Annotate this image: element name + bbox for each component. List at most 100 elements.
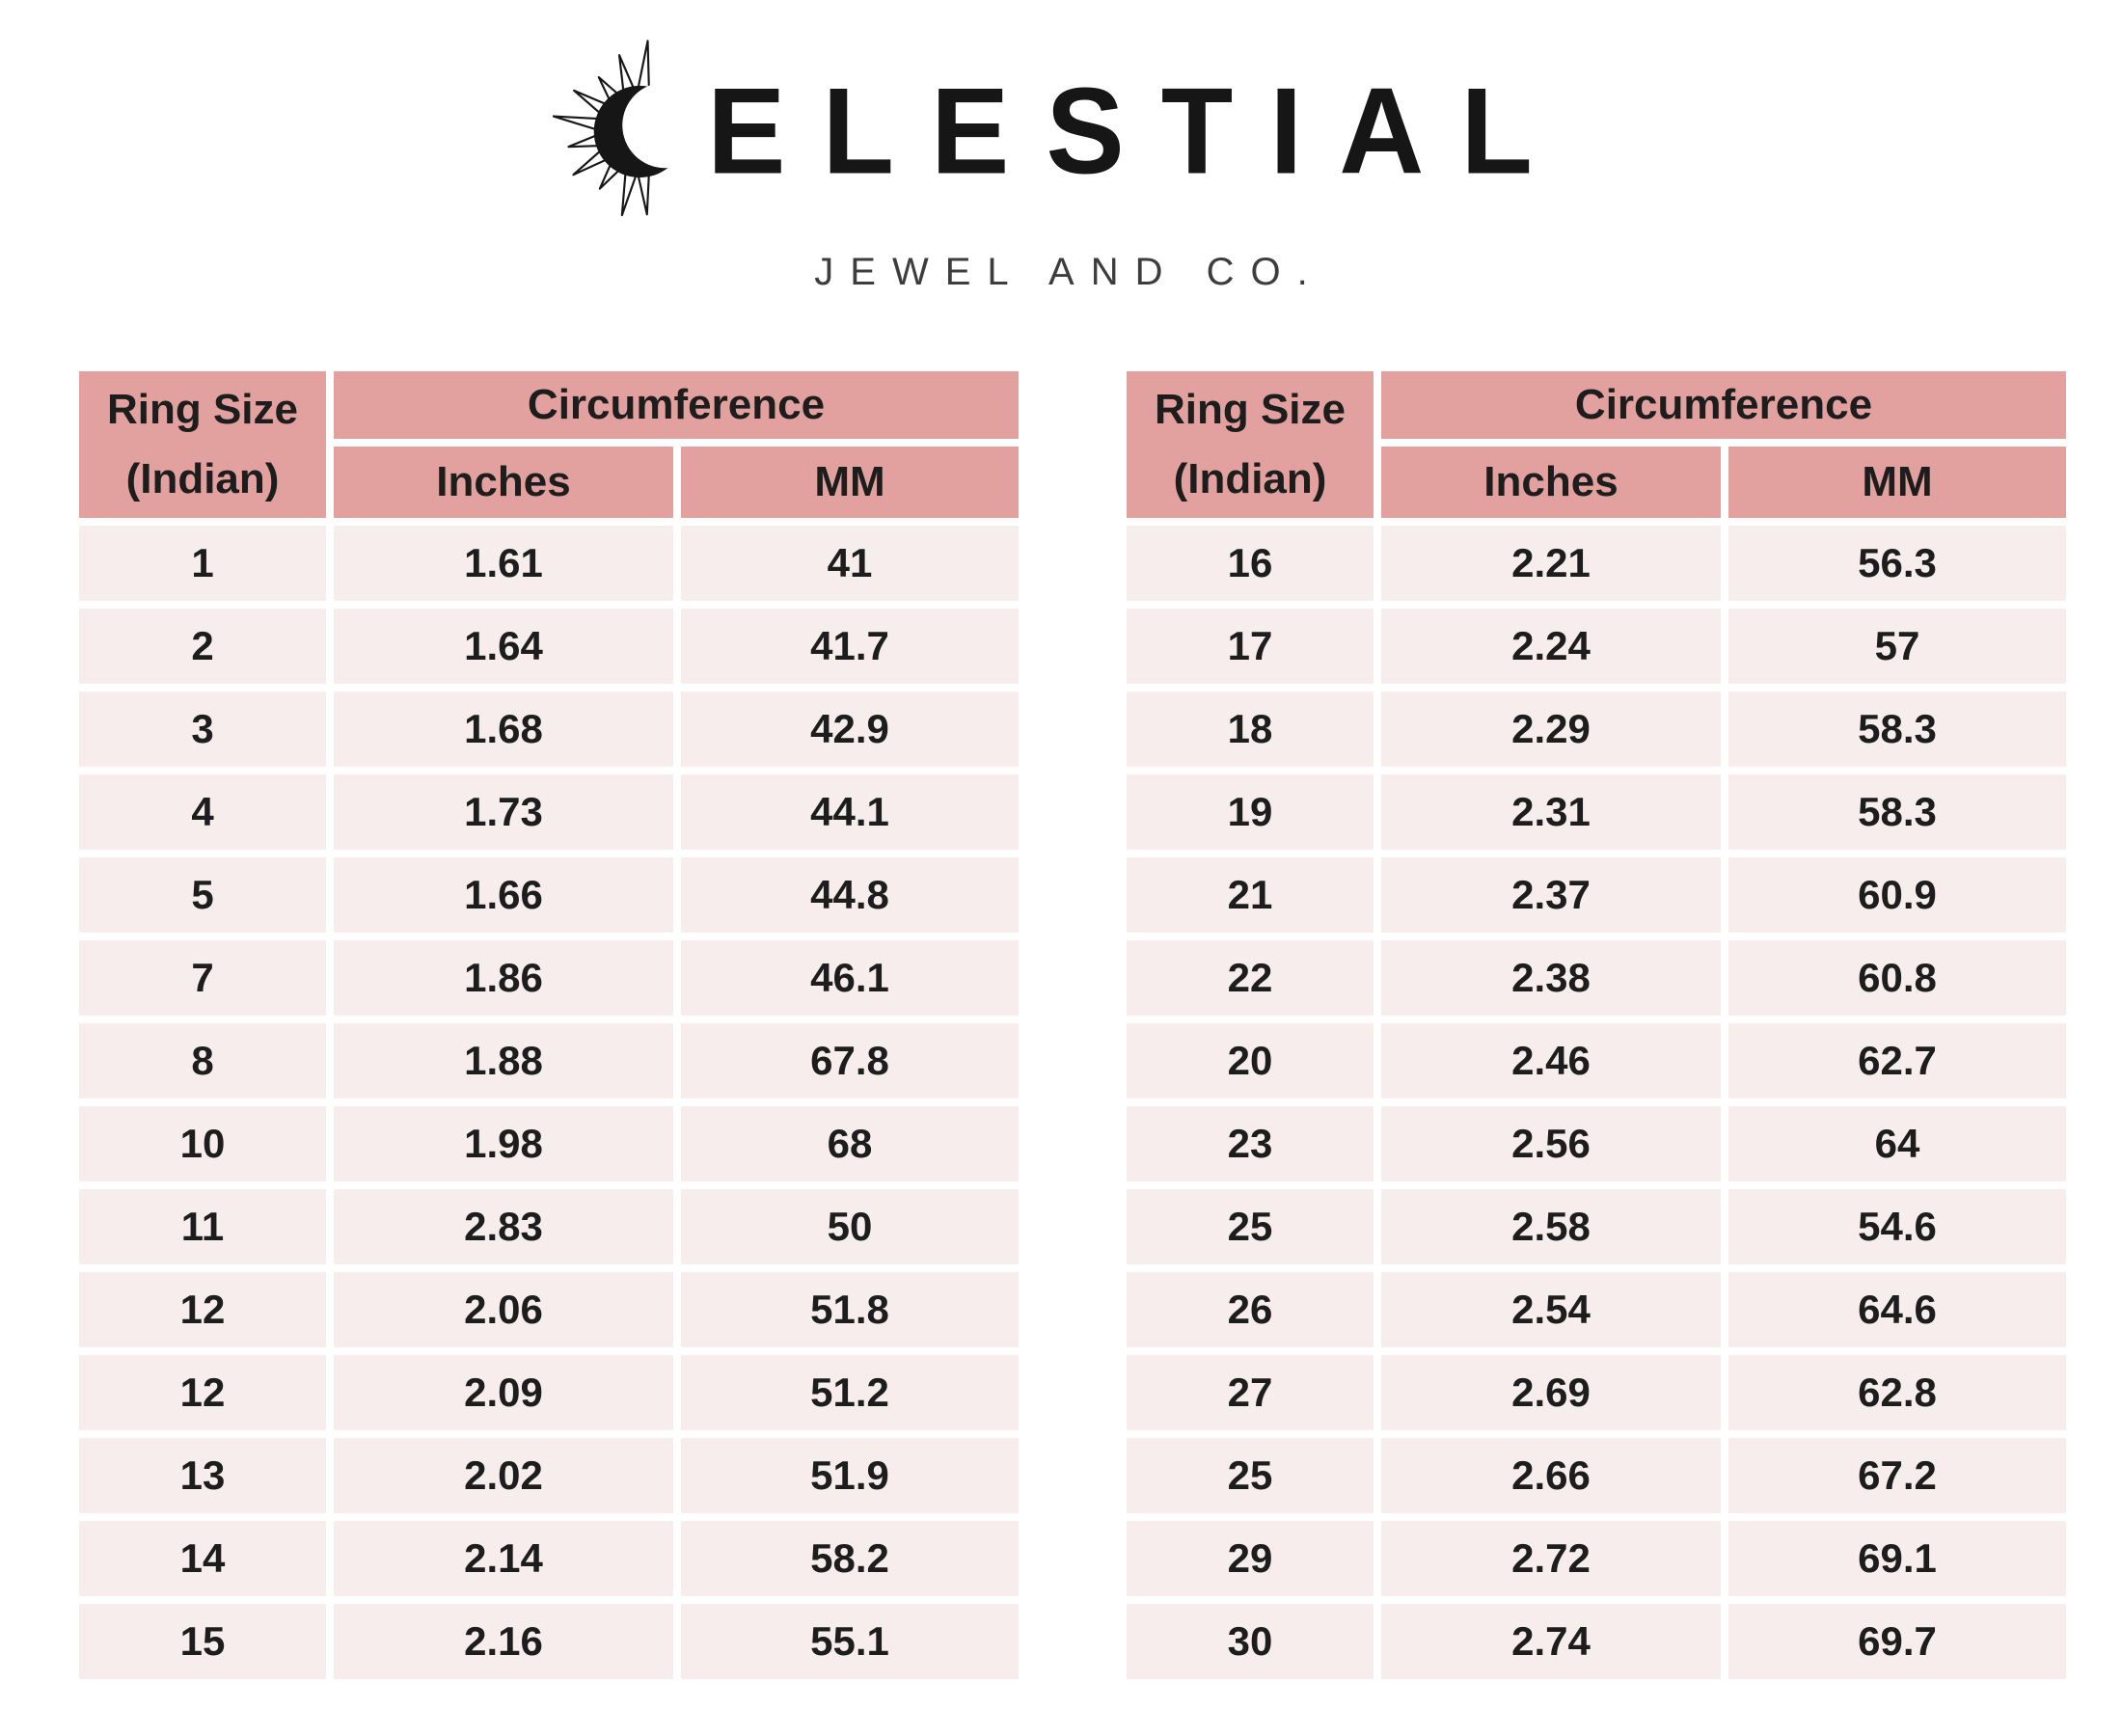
mm-cell: 62.7 (1725, 1019, 2070, 1102)
brand-header: ELESTIAL JEWEL AND CO. (0, 0, 2122, 294)
mm-cell: 64 (1725, 1102, 2070, 1185)
ring-size-cell: 23 (1123, 1102, 1377, 1185)
mm-cell: 51.2 (677, 1351, 1022, 1434)
inches-cell: 2.02 (330, 1434, 677, 1517)
inches-cell: 2.69 (1377, 1351, 1725, 1434)
mm-cell: 55.1 (677, 1600, 1022, 1683)
mm-cell: 67.8 (677, 1019, 1022, 1102)
ring-size-cell: 3 (75, 688, 330, 771)
mm-cell: 60.8 (1725, 936, 2070, 1019)
inches-cell: 1.64 (330, 605, 677, 688)
mm-cell: 54.6 (1725, 1185, 2070, 1268)
inches-cell: 2.72 (1377, 1517, 1725, 1600)
table-row: 16 2.21 56.3 (1123, 522, 2070, 605)
table-row: 29 2.72 69.1 (1123, 1517, 2070, 1600)
ring-size-cell: 22 (1123, 936, 1377, 1019)
table-row: 30 2.74 69.7 (1123, 1600, 2070, 1683)
table-row: 23 2.56 64 (1123, 1102, 2070, 1185)
table-row: 12 2.06 51.8 (75, 1268, 1022, 1351)
ring-size-header-line2: (Indian) (1173, 455, 1327, 502)
inches-cell: 2.83 (330, 1185, 677, 1268)
table-row: 25 2.66 67.2 (1123, 1434, 2070, 1517)
table-row: 15 2.16 55.1 (75, 1600, 1022, 1683)
table-row: 20 2.46 62.7 (1123, 1019, 2070, 1102)
inches-cell: 1.88 (330, 1019, 677, 1102)
table-row: 11 2.83 50 (75, 1185, 1022, 1268)
table-row: 25 2.58 54.6 (1123, 1185, 2070, 1268)
table-row: 21 2.37 60.9 (1123, 854, 2070, 936)
mm-cell: 44.1 (677, 771, 1022, 854)
mm-cell: 68 (677, 1102, 1022, 1185)
mm-cell: 42.9 (677, 688, 1022, 771)
mm-cell: 64.6 (1725, 1268, 2070, 1351)
ring-size-cell: 29 (1123, 1517, 1377, 1600)
table-body: 16 2.21 56.3 17 2.24 57 18 2.29 58.3 19 2.31 58.3 21… (1123, 522, 2070, 1683)
mm-header: MM (1725, 443, 2070, 522)
mm-header: MM (677, 443, 1022, 522)
ring-size-table-right: Ring Size (Indian) Circumference Inches … (1123, 367, 2070, 1683)
ring-size-cell: 27 (1123, 1351, 1377, 1434)
mm-cell: 58.3 (1725, 771, 2070, 854)
ring-size-header: Ring Size (Indian) (1123, 367, 1377, 522)
inches-cell: 2.29 (1377, 688, 1725, 771)
ring-size-cell: 7 (75, 936, 330, 1019)
table-row: 7 1.86 46.1 (75, 936, 1022, 1019)
ring-size-cell: 12 (75, 1268, 330, 1351)
table-header: Ring Size (Indian) Circumference Inches … (1123, 367, 2070, 522)
inches-cell: 2.24 (1377, 605, 1725, 688)
mm-cell: 50 (677, 1185, 1022, 1268)
ring-size-cell: 26 (1123, 1268, 1377, 1351)
mm-cell: 67.2 (1725, 1434, 2070, 1517)
ring-size-header-line1: Ring Size (106, 386, 299, 433)
ring-size-cell: 13 (75, 1434, 330, 1517)
inches-cell: 2.31 (1377, 771, 1725, 854)
table-row: 5 1.66 44.8 (75, 854, 1022, 936)
mm-cell: 56.3 (1725, 522, 2070, 605)
inches-cell: 2.09 (330, 1351, 677, 1434)
ring-size-table-left: Ring Size (Indian) Circumference Inches … (75, 367, 1022, 1683)
inches-cell: 2.66 (1377, 1434, 1725, 1517)
table-row: 3 1.68 42.9 (75, 688, 1022, 771)
ring-size-cell: 17 (1123, 605, 1377, 688)
inches-cell: 1.68 (330, 688, 677, 771)
ring-size-cell: 20 (1123, 1019, 1377, 1102)
inches-cell: 1.98 (330, 1102, 677, 1185)
ring-size-header-line1: Ring Size (1154, 386, 1347, 433)
brand-tagline: JEWEL AND CO. (814, 251, 1324, 293)
inches-header: Inches (1377, 443, 1725, 522)
table-row: 4 1.73 44.1 (75, 771, 1022, 854)
table-row: 18 2.29 58.3 (1123, 688, 2070, 771)
inches-cell: 2.56 (1377, 1102, 1725, 1185)
inches-cell: 2.14 (330, 1517, 677, 1600)
table-header: Ring Size (Indian) Circumference Inches … (75, 367, 1022, 522)
inches-cell: 1.86 (330, 936, 677, 1019)
brand-logo: ELESTIAL (0, 39, 2122, 224)
mm-cell: 41.7 (677, 605, 1022, 688)
inches-cell: 2.37 (1377, 854, 1725, 936)
mm-cell: 51.9 (677, 1434, 1022, 1517)
ring-size-cell: 10 (75, 1102, 330, 1185)
ring-size-header-line2: (Indian) (125, 455, 280, 502)
table-row: 2 1.64 41.7 (75, 605, 1022, 688)
ring-size-cell: 1 (75, 522, 330, 605)
mm-cell: 69.1 (1725, 1517, 2070, 1600)
circumference-header: Circumference (1377, 367, 2070, 443)
inches-cell: 2.38 (1377, 936, 1725, 1019)
ring-size-header: Ring Size (Indian) (75, 367, 330, 522)
mm-cell: 58.3 (1725, 688, 2070, 771)
table-body: 1 1.61 41 2 1.64 41.7 3 1.68 42.9 4 1.73 44.1 5 1.66 4… (75, 522, 1022, 1683)
inches-cell: 1.61 (330, 522, 677, 605)
circumference-header: Circumference (330, 367, 1022, 443)
mm-cell: 69.7 (1725, 1600, 2070, 1683)
ring-size-cell: 8 (75, 1019, 330, 1102)
inches-cell: 2.16 (330, 1600, 677, 1683)
brand-wordmark: ELESTIAL (707, 63, 1569, 200)
mm-cell: 62.8 (1725, 1351, 2070, 1434)
ring-size-cell: 4 (75, 771, 330, 854)
sun-crescent-icon (553, 40, 704, 217)
mm-cell: 41 (677, 522, 1022, 605)
inches-cell: 2.54 (1377, 1268, 1725, 1351)
ring-size-cell: 12 (75, 1351, 330, 1434)
table-row: 27 2.69 62.8 (1123, 1351, 2070, 1434)
